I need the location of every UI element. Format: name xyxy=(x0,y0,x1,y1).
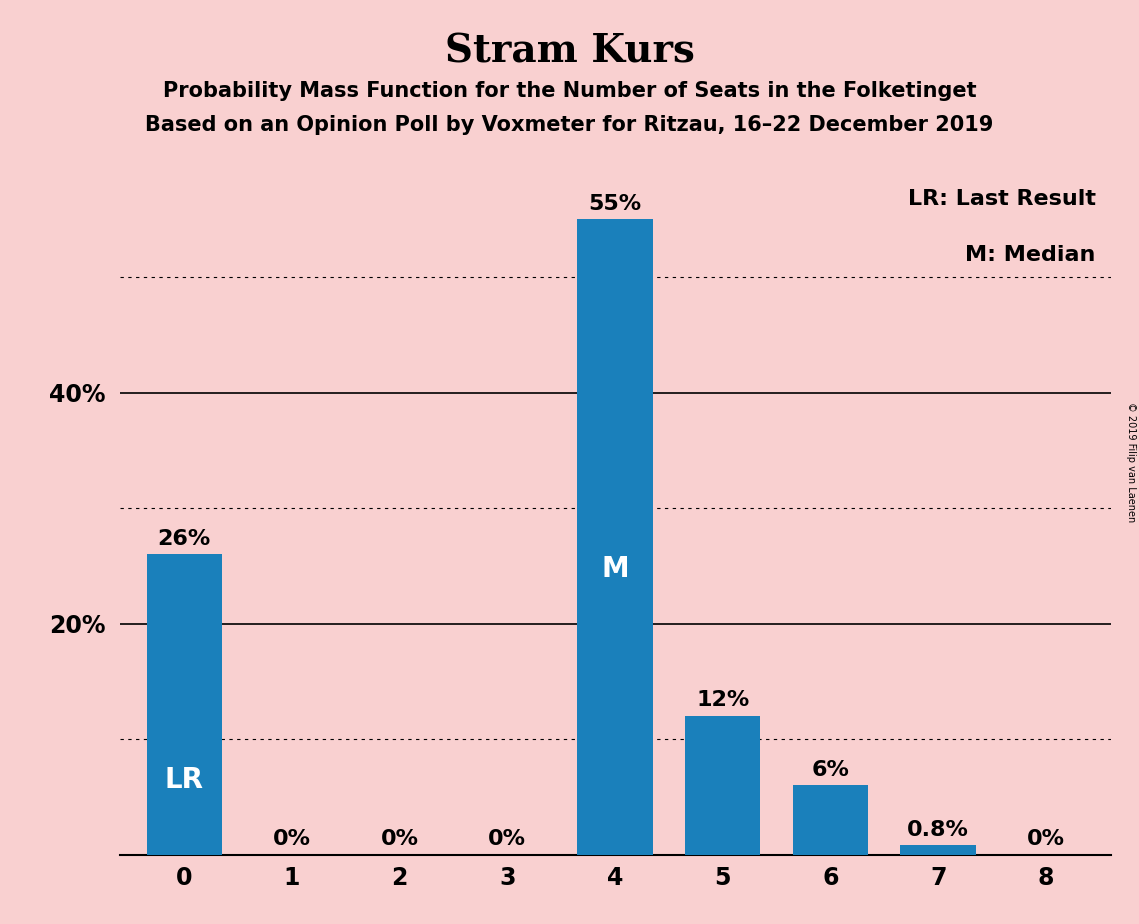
Text: Stram Kurs: Stram Kurs xyxy=(444,32,695,70)
Text: 12%: 12% xyxy=(696,690,749,711)
Text: 55%: 55% xyxy=(589,194,641,213)
Text: M: M xyxy=(601,554,629,583)
Bar xyxy=(685,716,761,855)
Bar xyxy=(147,554,222,855)
Bar xyxy=(901,845,976,855)
Text: 0.8%: 0.8% xyxy=(908,820,969,840)
Text: Probability Mass Function for the Number of Seats in the Folketinget: Probability Mass Function for the Number… xyxy=(163,81,976,102)
Text: 0%: 0% xyxy=(1027,829,1065,849)
Text: 26%: 26% xyxy=(157,529,211,549)
Bar xyxy=(793,785,868,855)
Text: LR: LR xyxy=(165,766,204,794)
Text: Based on an Opinion Poll by Voxmeter for Ritzau, 16–22 December 2019: Based on an Opinion Poll by Voxmeter for… xyxy=(146,115,993,135)
Text: 6%: 6% xyxy=(812,760,850,780)
Text: 0%: 0% xyxy=(489,829,526,849)
Text: 0%: 0% xyxy=(380,829,419,849)
Text: M: Median: M: Median xyxy=(965,245,1096,265)
Text: LR: Last Result: LR: Last Result xyxy=(908,189,1096,210)
Text: 0%: 0% xyxy=(273,829,311,849)
Bar xyxy=(577,220,653,855)
Text: © 2019 Filip van Laenen: © 2019 Filip van Laenen xyxy=(1126,402,1136,522)
